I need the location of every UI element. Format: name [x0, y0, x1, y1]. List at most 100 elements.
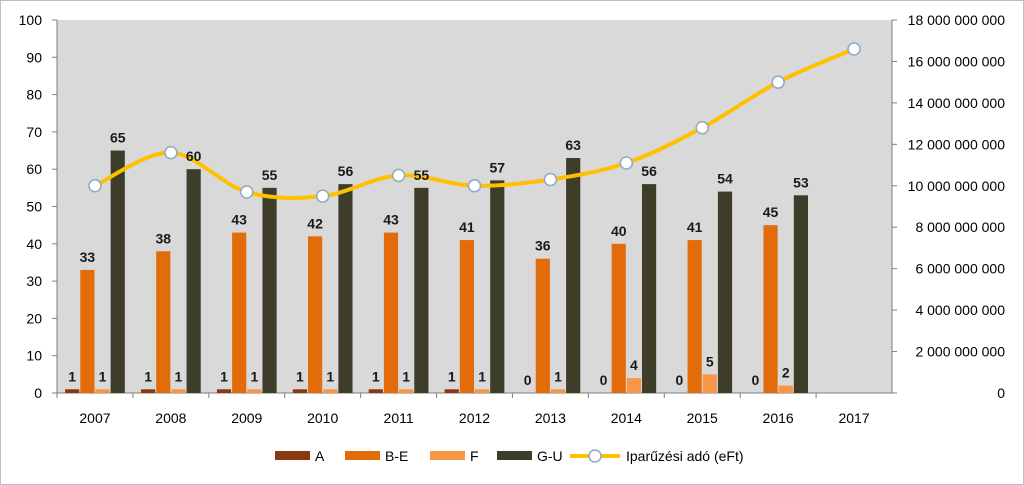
line-point-2012 [467, 179, 482, 193]
right-tick-label: 6 000 000 000 [915, 261, 1005, 277]
line-point-2015 [695, 121, 709, 135]
bar-a-2010 [292, 389, 307, 393]
data-label-a-2011: 1 [372, 368, 380, 384]
bar-g-u-2015 [717, 191, 733, 393]
bar-f-2009 [247, 389, 262, 393]
line-point-2016 [771, 75, 785, 89]
data-label-a-2012: 1 [448, 368, 456, 384]
data-label-b-e-2010: 42 [307, 215, 323, 231]
bar-g-u-2008 [186, 169, 201, 393]
line-point-2010 [315, 189, 330, 203]
left-tick-label: 20 [26, 310, 42, 326]
legend-b-e-swatch [345, 451, 380, 460]
data-label-f-2009: 1 [250, 368, 258, 384]
legend: A B-E F G-U Iparűzési adó (eFt) [275, 448, 744, 464]
data-label-g-u-2013: 63 [565, 137, 581, 153]
data-label-b-e-2011: 43 [383, 212, 399, 228]
data-label-g-u-2009: 55 [262, 167, 278, 183]
bar-g-u-2009 [262, 187, 277, 393]
data-label-g-u-2007: 65 [110, 130, 126, 146]
x-axis: 2007 2008 2009 2010 2011 2012 2013 2014 2015 2016… [56, 392, 892, 426]
bar-g-u-2011 [414, 187, 429, 393]
bar-f-2015 [702, 374, 717, 393]
right-tick-label: 4 000 000 000 [915, 302, 1005, 318]
x-tick-label-2012: 2012 [459, 410, 490, 426]
data-label-g-u-2008: 60 [186, 148, 202, 164]
left-tick-label: 30 [26, 273, 42, 289]
data-label-a-2015: 0 [676, 372, 684, 388]
left-tick-label: 10 [26, 348, 42, 364]
right-tick-label: 18 000 000 000 [908, 12, 1006, 28]
bar-b-e-2010 [308, 236, 323, 393]
right-tick-label: 0 [997, 385, 1005, 401]
bar-a-2007 [65, 389, 80, 393]
legend-b-e-label: B-E [385, 448, 408, 464]
bar-f-2007 [95, 389, 110, 393]
bar-g-u-2012 [490, 180, 505, 393]
data-label-f-2016: 2 [782, 365, 790, 381]
data-label-a-2008: 1 [144, 368, 152, 384]
right-y-axis: 0 2 000 000 000 4 000 000 000 6 000 000 000… [891, 12, 1006, 401]
bar-b-e-2009 [232, 232, 247, 393]
data-label-f-2012: 1 [478, 368, 486, 384]
data-label-a-2010: 1 [296, 368, 304, 384]
line-point-2007 [88, 179, 102, 193]
line-point-2008 [164, 145, 178, 160]
data-label-f-2008: 1 [175, 368, 183, 384]
bar-a-2008 [141, 389, 156, 393]
data-label-b-e-2012: 41 [459, 219, 475, 235]
bar-f-2013 [550, 389, 566, 393]
x-tick-label-2011: 2011 [384, 410, 414, 426]
x-tick-label-2015: 2015 [687, 410, 718, 426]
left-tick-label: 70 [26, 124, 42, 140]
bar-f-2014 [626, 378, 641, 393]
data-label-a-2007: 1 [68, 368, 76, 384]
left-tick-label: 60 [26, 161, 42, 177]
left-y-axis: 0 10 20 30 40 50 60 70 80 90 100 [19, 12, 58, 401]
x-tick-label-2014: 2014 [611, 410, 642, 426]
bar-g-u-2016 [793, 195, 808, 393]
bar-a-2012 [444, 389, 459, 393]
legend-ipar-z-si-ad-eft-label: Iparűzési adó (eFt) [626, 448, 744, 464]
bar-b-e-2008 [156, 251, 171, 393]
legend-a-label: A [315, 448, 325, 464]
data-label-a-2014: 0 [600, 372, 608, 388]
data-label-b-e-2015: 41 [687, 219, 703, 235]
bar-b-e-2012 [459, 240, 474, 393]
data-label-g-u-2014: 56 [641, 163, 657, 179]
bar-f-2008 [171, 389, 186, 393]
bar-g-u-2010 [338, 184, 353, 393]
data-label-b-e-2009: 43 [231, 212, 247, 228]
bar-b-e-2011 [383, 232, 399, 393]
x-tick-label-2010: 2010 [307, 410, 338, 426]
data-label-b-e-2008: 38 [155, 230, 171, 246]
legend-f-swatch [430, 451, 465, 460]
data-label-f-2013: 1 [554, 368, 562, 384]
x-tick-label-2007: 2007 [79, 410, 110, 426]
bar-f-2012 [475, 389, 490, 393]
data-label-g-u-2012: 57 [489, 159, 505, 175]
line-point-2009 [240, 185, 254, 199]
line-point-2014 [619, 156, 634, 170]
left-tick-label: 90 [26, 49, 42, 65]
data-label-g-u-2016: 53 [793, 174, 809, 190]
x-tick-label-2016: 2016 [763, 410, 794, 426]
legend-f-label: F [470, 448, 479, 464]
bar-b-e-2013 [535, 258, 550, 393]
right-tick-label: 10 000 000 000 [908, 178, 1006, 194]
x-tick-label-2013: 2013 [535, 410, 566, 426]
data-label-f-2015: 5 [706, 353, 714, 369]
bar-b-e-2007 [80, 269, 95, 393]
right-tick-label: 12 000 000 000 [908, 136, 1006, 152]
line-series-group [88, 42, 861, 203]
legend-a-swatch [275, 451, 310, 460]
x-tick-label-2009: 2009 [231, 410, 262, 426]
data-label-g-u-2011: 55 [414, 167, 430, 183]
data-label-f-2010: 1 [326, 368, 334, 384]
data-label-g-u-2010: 56 [338, 163, 354, 179]
data-label-b-e-2013: 36 [535, 238, 551, 254]
data-label-a-2016: 0 [751, 372, 759, 388]
